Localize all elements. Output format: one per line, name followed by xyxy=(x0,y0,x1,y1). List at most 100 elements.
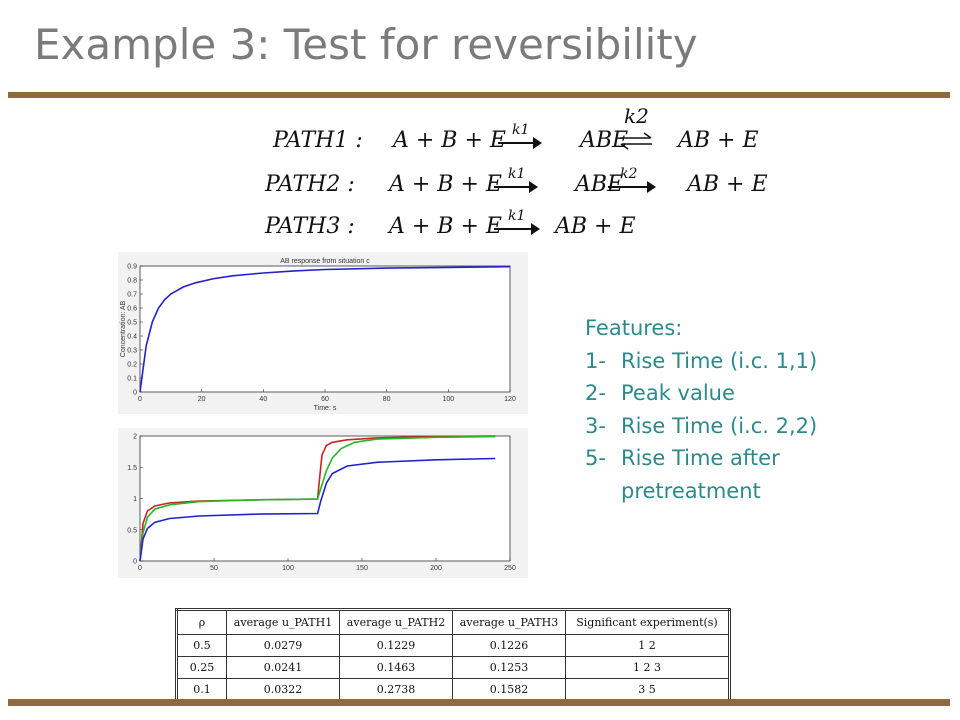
x-tick-label: 120 xyxy=(504,396,516,403)
x-tick-label: 250 xyxy=(504,565,516,572)
y-tick-label: 2 xyxy=(133,434,137,441)
y-tick-label: 0.4 xyxy=(127,334,137,341)
chart-ab-response-svg: 0 20 40 60 80 100 120 0 0.1 0.2 0.3 0.4 0.5 0.6 0.7 0.8… xyxy=(120,258,516,412)
y-tick-label: 1 xyxy=(133,496,137,503)
bottom-divider xyxy=(8,699,950,706)
path3-forward-arrow xyxy=(494,223,540,235)
table-header-cell: Significant experiment(s) xyxy=(565,609,730,635)
path1-k2-label: k2 xyxy=(624,104,649,128)
path2-label: PATH2 : xyxy=(265,172,355,197)
y-tick-label: 0.9 xyxy=(127,264,137,271)
path2-rhs: AB + E xyxy=(687,172,768,197)
table-cell: 0.1226 xyxy=(452,634,566,657)
chart-ab-response: 0 20 40 60 80 100 120 0 0.1 0.2 0.3 0.4 0.5 0.6 0.7 0.8… xyxy=(118,252,528,414)
x-tick-label: 150 xyxy=(356,565,368,572)
feature-item-2: 2- Peak value xyxy=(585,377,841,410)
path1-mid: ABE xyxy=(580,128,629,153)
y-tick-label: 0.5 xyxy=(127,320,137,327)
table-header-cell: average u_PATH3 xyxy=(452,609,566,635)
feature-item-5: 5- Rise Time after pretreatment xyxy=(585,442,841,507)
plot-area xyxy=(139,265,511,393)
feature-num: 3- xyxy=(585,413,606,438)
x-tick-label: 60 xyxy=(321,396,329,403)
plot-area xyxy=(139,435,511,562)
feature-text: Peak value xyxy=(621,381,735,405)
slide-title: Example 3: Test for reversibility xyxy=(34,20,698,69)
feature-num: 2- xyxy=(585,381,606,405)
table-cell: 0.1463 xyxy=(339,656,453,679)
path3-rhs: AB + E xyxy=(555,214,636,239)
feature-text: Rise Time after pretreatment xyxy=(621,446,780,503)
table-cell: 0.1253 xyxy=(452,656,566,679)
y-tick-label: 0 xyxy=(133,390,137,397)
x-tick-label: 20 xyxy=(198,396,206,403)
x-tick-label: 0 xyxy=(138,396,142,403)
table-cell: 0.1 xyxy=(176,678,227,702)
x-tick-label: 40 xyxy=(259,396,267,403)
table-row: 0.5 0.0279 0.1229 0.1226 1 2 xyxy=(176,634,730,657)
x-tick-label: 0 xyxy=(138,565,142,572)
path1-lhs: A + B + E xyxy=(393,128,506,153)
table-cell: 0.1582 xyxy=(452,678,566,702)
y-tick-label: 0 xyxy=(133,559,137,566)
path1-equilibrium-arrow xyxy=(618,132,654,150)
feature-text: Rise Time (i.c. 1,1) xyxy=(621,348,818,373)
results-table: ρ average u_PATH1 average u_PATH2 averag… xyxy=(175,608,731,703)
table-header-row: ρ average u_PATH1 average u_PATH2 averag… xyxy=(176,609,730,635)
table-row: 0.25 0.0241 0.1463 0.1253 1 2 3 xyxy=(176,656,730,679)
feature-num: 1- xyxy=(585,348,606,373)
path1-label: PATH1 : xyxy=(273,128,363,153)
series-line-3 xyxy=(139,457,496,562)
table-cell: 0.25 xyxy=(176,656,227,679)
chart-pretreatment: 0 50 100 150 200 250 0 0.5 1 1.5 2 xyxy=(118,428,528,578)
series-line-1 xyxy=(139,265,511,393)
y-tick-label: 0.3 xyxy=(127,348,137,355)
table-cell: 0.1229 xyxy=(339,634,453,657)
table-header-cell: average u_PATH1 xyxy=(226,609,340,635)
x-axis-label: Time: s xyxy=(314,405,337,412)
path2-second-arrow xyxy=(608,181,656,193)
table-header-cell: average u_PATH2 xyxy=(339,609,453,635)
x-tick-label: 50 xyxy=(210,565,218,572)
features-list: Features: 1- Rise Time (i.c. 1,1) 2- Pea… xyxy=(585,312,841,507)
y-tick-label: 0.7 xyxy=(127,292,137,299)
x-tick-label: 200 xyxy=(430,565,442,572)
path1-rhs: AB + E xyxy=(678,128,759,153)
x-tick-label: 100 xyxy=(442,396,454,403)
path2-k1-label: k1 xyxy=(508,166,526,182)
feature-item-1: 1- Rise Time (i.c. 1,1) xyxy=(585,345,841,378)
path1-k1-label: k1 xyxy=(512,122,530,138)
chart-pretreatment-svg: 0 50 100 150 200 250 0 0.5 1 1.5 2 xyxy=(127,434,516,573)
table-header-cell: ρ xyxy=(176,609,227,635)
series-line-1 xyxy=(139,435,496,562)
table-cell: 0.2738 xyxy=(339,678,453,702)
table-row: 0.1 0.0322 0.2738 0.1582 3 5 xyxy=(176,678,730,702)
top-divider xyxy=(8,92,950,98)
chart-title: AB response from situation c xyxy=(280,258,370,265)
y-tick-label: 0.5 xyxy=(127,527,137,534)
y-tick-label: 0.6 xyxy=(127,306,137,313)
y-tick-label: 1.5 xyxy=(127,465,137,472)
x-tick-label: 100 xyxy=(282,565,294,572)
series-line-2 xyxy=(139,435,496,562)
path3-lhs: A + B + E xyxy=(389,214,502,239)
feature-text: Rise Time (i.c. 2,2) xyxy=(621,413,818,438)
feature-item-3: 3- Rise Time (i.c. 2,2) xyxy=(585,410,841,443)
path2-forward-arrow xyxy=(494,181,538,193)
table-cell: 0.5 xyxy=(176,634,227,657)
y-tick-label: 0.1 xyxy=(127,376,137,383)
y-tick-label: 0.8 xyxy=(127,278,137,285)
path2-lhs: A + B + E xyxy=(389,172,502,197)
path2-k2-label: k2 xyxy=(620,166,638,182)
table-cell: 0.0241 xyxy=(226,656,340,679)
path1-forward-arrow xyxy=(498,137,542,149)
feature-num: 5- xyxy=(585,446,606,470)
table-cell: 1 2 3 xyxy=(565,656,730,679)
table-cell: 0.0279 xyxy=(226,634,340,657)
features-heading: Features: xyxy=(585,316,683,340)
path3-k1-label: k1 xyxy=(508,208,526,224)
y-axis-label: Concentration: AB xyxy=(120,300,127,357)
path3-label: PATH3 : xyxy=(265,214,355,239)
table-cell: 1 2 xyxy=(565,634,730,657)
y-tick-label: 0.2 xyxy=(127,362,137,369)
